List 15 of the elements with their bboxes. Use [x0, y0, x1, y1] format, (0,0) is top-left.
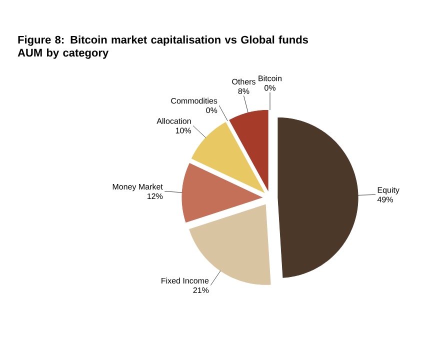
data-label: 12%: [148, 193, 163, 200]
slice-label: Others: [232, 78, 256, 85]
text: 0%: [206, 107, 218, 114]
data-label: 10%: [176, 128, 192, 134]
slice-label: Allocation: [156, 118, 191, 124]
slice-label: Equity: [378, 186, 400, 194]
slice-label: Money Market: [112, 184, 163, 192]
slice-label: Fixed Income: [162, 278, 209, 284]
data-label: 49%: [377, 196, 393, 202]
category-label: Bitcoin: [258, 75, 282, 82]
data-label: 21%: [193, 287, 209, 293]
category-label: Commodities: [171, 98, 218, 104]
text: 0%: [264, 85, 276, 91]
data-label: 8%: [238, 88, 250, 94]
chart-title: Figure 8: Bitcoin market capitalisation vs Global funds AUM by category: [18, 36, 308, 59]
